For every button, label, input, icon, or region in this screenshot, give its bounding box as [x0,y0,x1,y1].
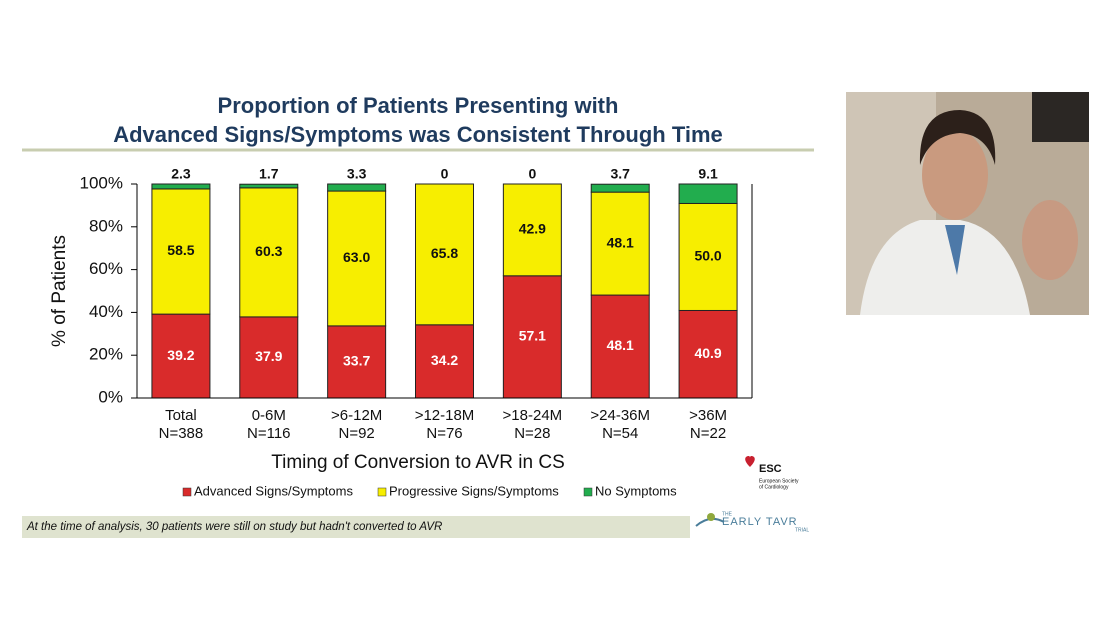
legend-swatch [377,487,387,497]
esc-logo: ESC European Society of Cardiology [745,456,799,490]
video-face [922,130,988,220]
bar-segment [415,183,474,326]
data-label: 50.0 [694,248,721,264]
legend-label: Advanced Signs/Symptoms [194,483,353,498]
bar-segment [151,313,211,399]
video-hand [1022,200,1078,280]
legend-label: No Symptoms [595,483,677,498]
bar-segment [239,316,299,399]
data-label: 37.9 [255,348,282,364]
bar-segment [327,190,387,327]
x-tick-count: N=76 [426,425,462,442]
bar-segment [151,188,211,315]
video-hair [919,110,996,165]
bar-segment [590,183,650,193]
esc-text: ESC [759,463,782,475]
data-label: 40.9 [694,345,721,361]
x-tick-count: N=92 [339,425,375,442]
x-tick-count: N=388 [159,425,204,442]
bar-segment [327,183,387,192]
speaker-video [846,92,1089,315]
x-tick-label: >18-24M [503,407,563,424]
y-tick-label: 80% [89,216,123,235]
x-tick-label: >24-36M [590,407,650,424]
y-tick-label: 60% [89,259,123,278]
x-tick-count: N=22 [690,425,726,442]
data-label: 65.8 [431,245,458,261]
esc-full: of Cardiology [759,484,789,490]
esc-heart [745,456,755,467]
y-tick-label: 0% [98,387,123,406]
bar-segment [327,325,387,399]
data-label: 60.3 [255,243,282,259]
video-coat [860,220,1030,315]
trial-top: THE [722,511,733,517]
esc-full: European Society [759,478,799,484]
trial-dot [707,513,715,521]
data-label: 2.3 [171,166,191,182]
chart-title: Advanced Signs/Symptoms was Consistent T… [113,122,723,147]
y-tick-label: 40% [89,302,123,321]
bar-segment [239,183,299,189]
chart-title: Proportion of Patients Presenting with [218,93,619,118]
x-tick-count: N=116 [247,425,291,442]
x-tick-count: N=54 [602,425,638,442]
y-axis-label: % of Patients [49,235,70,347]
legend-label: Progressive Signs/Symptoms [389,483,559,498]
bar-segment [151,183,211,190]
legend-swatch [182,487,192,497]
bar-segment [590,294,650,399]
data-label: 3.7 [610,166,630,182]
x-tick-label: >12-18M [415,407,475,424]
y-tick-label: 100% [80,173,123,192]
data-label: 0 [528,166,536,182]
footnote: At the time of analysis, 30 patients wer… [26,521,442,533]
bar-segment [502,183,562,277]
bar-segment [415,324,474,399]
y-tick-label: 20% [89,345,123,364]
x-axis-label: Timing of Conversion to AVR in CS [271,452,565,473]
trial-bottom: TRIAL [795,527,809,533]
data-label: 58.5 [167,242,194,258]
data-label: 63.0 [343,249,370,265]
x-tick-label: 0-6M [252,407,286,424]
data-label: 48.1 [607,234,634,250]
data-label: 1.7 [259,166,279,182]
data-label: 9.1 [698,166,718,182]
legend-swatch [583,487,593,497]
data-label: 39.2 [167,347,194,363]
trial-logo: THE EARLY TAVR TRIAL [695,511,809,533]
x-tick-label: >6-12M [331,407,382,424]
video-shirt [945,225,965,275]
bar-segment [678,183,738,204]
data-label: 33.7 [343,353,370,369]
data-label: 42.9 [519,221,546,237]
bar-segment [239,187,299,318]
video-shelf [1032,92,1089,142]
x-tick-label: >36M [689,407,727,424]
data-label: 3.3 [347,166,367,182]
footnote-band [22,516,690,538]
data-label: 57.1 [519,328,546,344]
trial-name: EARLY TAVR [722,516,798,528]
x-tick-count: N=28 [514,425,550,442]
data-label: 34.2 [431,352,458,368]
data-label: 0 [441,166,449,182]
bar-segment [590,191,650,296]
x-tick-label: Total [165,407,197,424]
data-label: 48.1 [607,337,634,353]
